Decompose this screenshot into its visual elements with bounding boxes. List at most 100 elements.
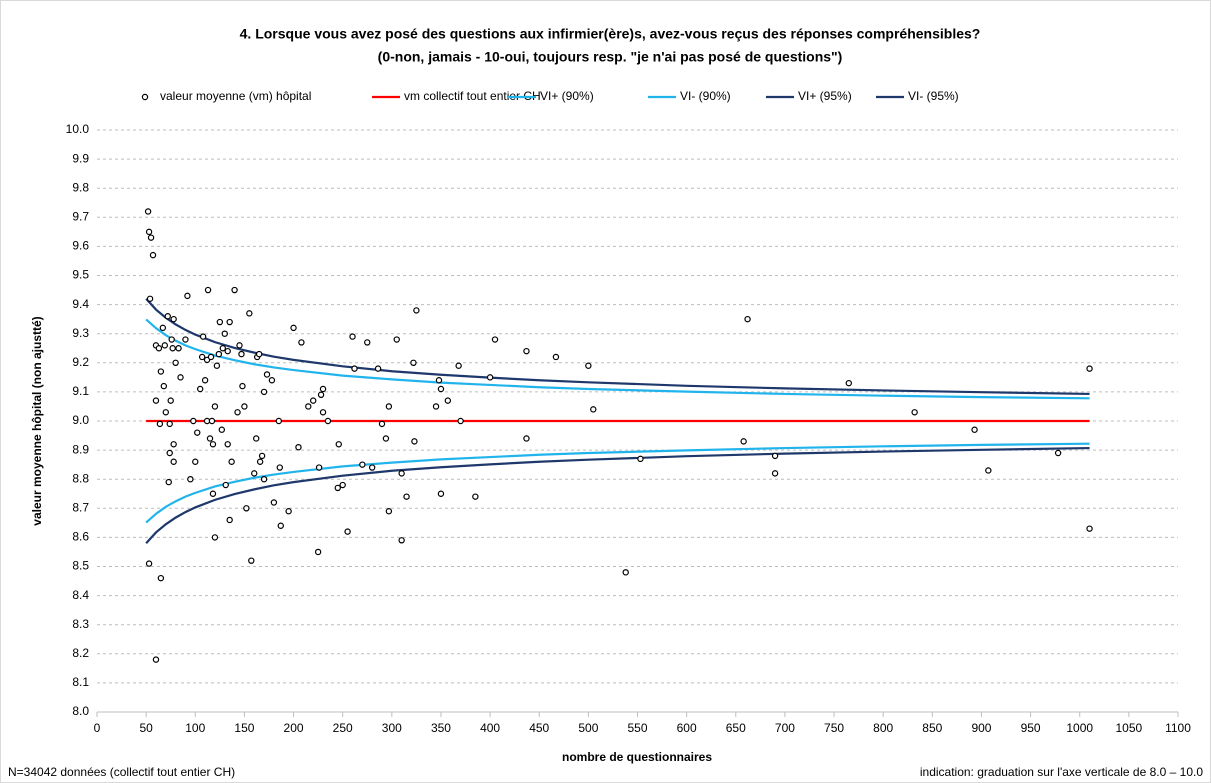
x-tick-label: 950 <box>1021 721 1041 735</box>
legend-label: VI- (95%) <box>908 89 959 103</box>
data-point <box>224 347 231 355</box>
data-point <box>398 470 405 477</box>
data-point <box>207 353 215 361</box>
legend-label: vm collectif tout entier CH <box>404 89 541 103</box>
y-tick-label: 9.8 <box>72 180 89 194</box>
footnote: indication: graduation sur l'axe vertica… <box>920 765 1203 779</box>
data-point <box>349 333 356 340</box>
data-point <box>740 438 747 445</box>
data-point <box>410 359 417 366</box>
y-tick-label: 9.6 <box>72 239 89 253</box>
data-point <box>411 438 418 445</box>
data-point <box>845 379 852 387</box>
data-point <box>382 435 390 442</box>
data-point <box>1086 525 1093 532</box>
series-line <box>145 298 1090 396</box>
data-point <box>270 499 278 506</box>
data-point <box>911 409 918 416</box>
x-tick-label: 350 <box>431 721 451 735</box>
x-tick-label: 1000 <box>1066 721 1093 735</box>
data-point <box>155 345 163 352</box>
data-point <box>310 397 317 404</box>
data-point <box>162 409 169 416</box>
data-point <box>258 452 266 460</box>
data-point <box>971 426 978 433</box>
data-point <box>243 505 250 512</box>
x-tick-label: 100 <box>185 721 205 735</box>
y-tick-label: 9.1 <box>72 384 89 398</box>
x-tick-label: 250 <box>333 721 353 735</box>
x-tick-label: 600 <box>677 721 697 735</box>
data-point <box>196 385 204 393</box>
data-point <box>1086 365 1093 372</box>
x-axis-title: nombre de questionnaires <box>562 750 712 764</box>
data-point <box>166 449 173 457</box>
data-point <box>374 365 382 372</box>
data-point <box>201 377 209 384</box>
data-point <box>159 324 167 332</box>
data-point <box>149 251 157 259</box>
data-point <box>239 382 246 390</box>
data-point <box>523 347 530 355</box>
data-point <box>166 420 173 428</box>
data-point <box>378 420 386 428</box>
y-tick-label: 9.0 <box>72 413 89 427</box>
data-point <box>637 455 644 463</box>
data-point <box>334 484 341 492</box>
data-point <box>314 548 322 556</box>
data-point <box>156 420 164 428</box>
x-tick-label: 300 <box>382 721 402 735</box>
x-tick-label: 1050 <box>1116 721 1143 735</box>
y-tick-label: 8.5 <box>72 559 89 573</box>
data-point <box>209 490 217 497</box>
y-tick-label: 8.9 <box>72 442 89 456</box>
data-point <box>455 362 462 369</box>
data-point <box>486 374 494 381</box>
data-point <box>157 574 165 582</box>
data-point <box>744 315 751 323</box>
data-point <box>344 528 351 535</box>
data-point <box>231 286 238 294</box>
legend-swatch <box>141 93 149 101</box>
data-point <box>224 441 231 448</box>
data-point <box>305 403 312 410</box>
data-point <box>190 417 197 425</box>
data-point <box>251 470 258 477</box>
data-point <box>198 353 206 361</box>
x-tick-label: 450 <box>529 721 549 735</box>
data-point <box>552 353 560 361</box>
data-point <box>211 534 219 541</box>
data-point <box>771 452 779 460</box>
data-point <box>398 537 405 544</box>
data-point <box>226 516 233 524</box>
data-point <box>234 409 241 416</box>
x-tick-label: 650 <box>726 721 746 735</box>
data-point <box>144 208 152 215</box>
data-point <box>145 228 153 236</box>
x-tick-label: 550 <box>627 721 647 735</box>
data-point <box>339 481 346 489</box>
y-tick-label: 9.5 <box>72 268 89 282</box>
y-tick-label: 8.3 <box>72 617 89 631</box>
data-point <box>168 336 175 343</box>
x-tick-label: 400 <box>480 721 500 735</box>
series-line <box>145 446 1090 544</box>
data-point <box>145 560 153 567</box>
data-point <box>152 397 160 404</box>
data-point <box>290 324 297 332</box>
data-point <box>260 476 268 483</box>
data-point <box>437 490 445 497</box>
y-tick-label: 10.0 <box>66 122 90 136</box>
data-point <box>199 333 207 340</box>
data-point <box>317 391 325 399</box>
x-tick-label: 0 <box>94 721 101 735</box>
legend-label: VI+ (90%) <box>540 89 594 103</box>
x-tick-label: 1100 <box>1165 721 1191 735</box>
x-tick-label: 200 <box>284 721 304 735</box>
data-point <box>585 362 592 369</box>
y-tick-label: 8.6 <box>72 530 89 544</box>
data-point <box>175 345 182 352</box>
y-tick-label: 8.7 <box>72 500 89 514</box>
data-point <box>324 417 332 425</box>
